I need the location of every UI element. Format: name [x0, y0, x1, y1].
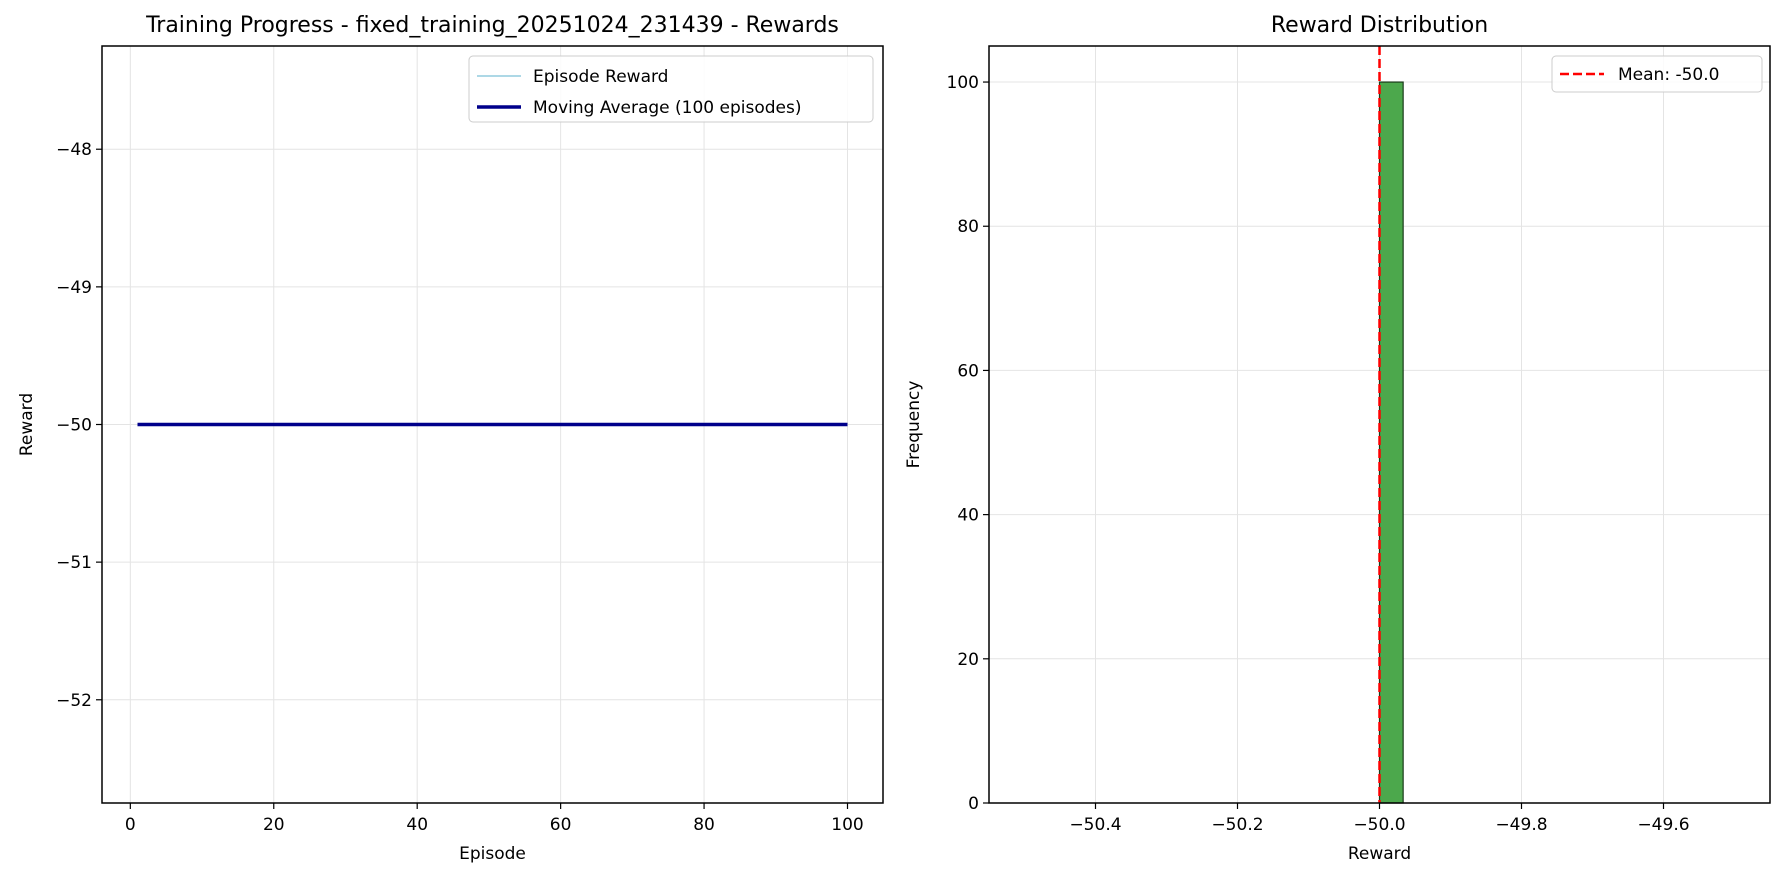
right-y-tick-label: 0 — [968, 794, 979, 814]
right-bars — [1378, 81, 1404, 804]
left-y-tick-label: −52 — [56, 691, 92, 711]
left-legend-label: Episode Reward — [533, 67, 668, 87]
right-y-tick-label: 60 — [957, 361, 979, 381]
left-legend: Episode Reward Moving Average (100 episod… — [468, 55, 874, 123]
left-x-tick-label: 40 — [406, 815, 428, 835]
right-x-tick-label: −50.2 — [1211, 815, 1263, 835]
right-y-tick-label: 80 — [957, 217, 979, 237]
left-y-tick-label: −49 — [56, 278, 92, 298]
right-chart-title: Reward Distribution — [1271, 13, 1488, 38]
right-y-axis-label: Frequency — [904, 381, 924, 469]
left-x-tick-label: 20 — [263, 815, 285, 835]
reward-distribution-chart: −50.4 −50.2 −50.0 −49.8 −49.6 0 20 40 60 80 100 Re… — [904, 13, 1771, 864]
right-legend-box — [1551, 55, 1763, 93]
right-ticks: −50.4 −50.2 −50.0 −49.8 −49.6 0 20 40 60 80 100 — [947, 73, 1690, 835]
training-progress-chart: 0 20 40 60 80 100 −52 −51 −50 −49 −48 Training Pro… — [17, 13, 884, 864]
right-x-tick-label: −50.4 — [1069, 815, 1121, 835]
right-legend: Mean: -50.0 — [1551, 55, 1763, 93]
right-x-tick-label: −49.6 — [1637, 815, 1689, 835]
left-y-tick-label: −51 — [56, 553, 92, 573]
left-x-tick-label: 0 — [125, 815, 136, 835]
left-x-tick-label: 100 — [831, 815, 863, 835]
left-x-axis-label: Episode — [459, 844, 526, 864]
right-y-tick-label: 20 — [957, 650, 979, 670]
right-x-axis-label: Reward — [1348, 844, 1411, 864]
right-x-tick-label: −49.8 — [1495, 815, 1547, 835]
right-legend-label: Mean: -50.0 — [1618, 65, 1719, 85]
left-ticks: 0 20 40 60 80 100 −52 −51 −50 −49 −48 — [56, 140, 864, 835]
histogram-bar — [1378, 81, 1404, 804]
left-legend-box — [468, 55, 874, 123]
left-y-axis-label: Reward — [17, 393, 37, 456]
left-x-tick-label: 80 — [693, 815, 715, 835]
right-x-tick-label: −50.0 — [1353, 815, 1405, 835]
right-y-tick-label: 40 — [957, 506, 979, 526]
right-y-tick-label: 100 — [947, 73, 979, 93]
left-x-tick-label: 60 — [550, 815, 572, 835]
left-legend-label: Moving Average (100 episodes) — [533, 98, 802, 118]
left-y-tick-label: −48 — [56, 140, 92, 160]
left-y-tick-label: −50 — [56, 416, 92, 436]
left-chart-title: Training Progress - fixed_training_20251… — [145, 13, 839, 38]
